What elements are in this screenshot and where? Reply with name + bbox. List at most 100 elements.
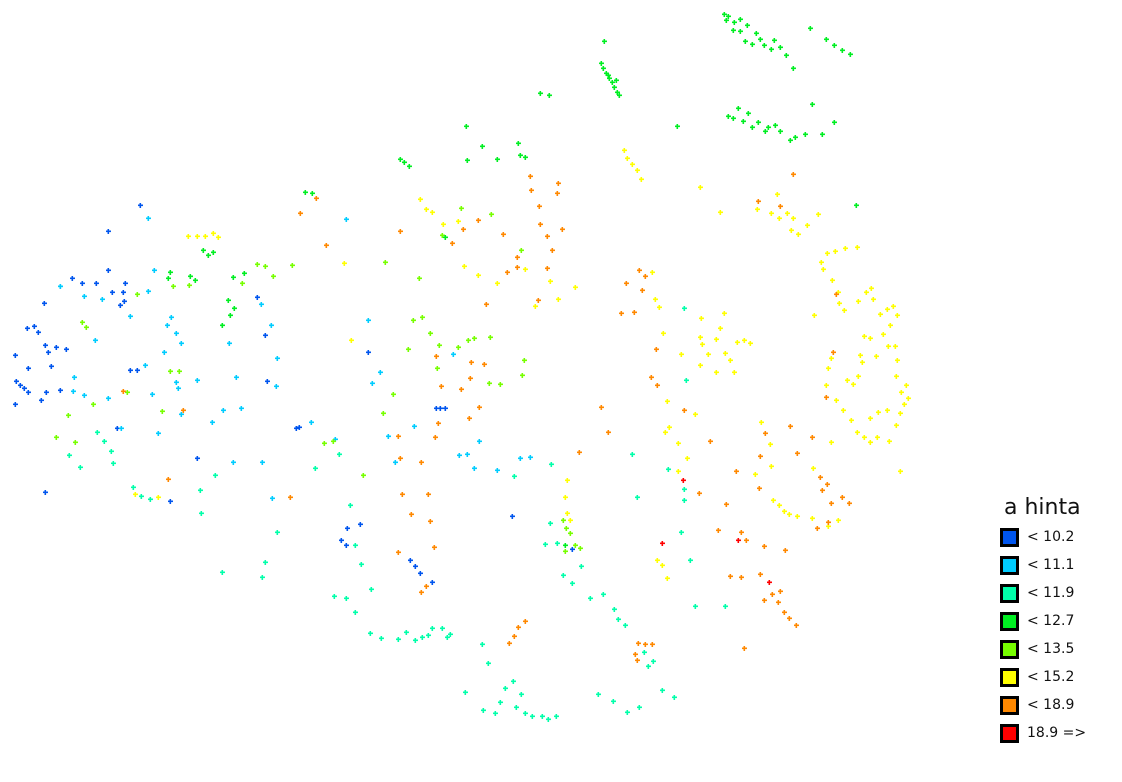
- point-marker: [378, 370, 383, 375]
- point-marker: [637, 705, 642, 710]
- legend-swatch: [1000, 611, 1019, 631]
- point-marker: [58, 284, 63, 289]
- point-marker: [298, 211, 303, 216]
- point-marker: [538, 222, 543, 227]
- point-marker: [649, 375, 654, 380]
- point-marker: [187, 283, 192, 288]
- point-marker: [25, 326, 30, 331]
- point-marker: [875, 435, 880, 440]
- point-marker: [791, 66, 796, 71]
- point-marker: [451, 352, 456, 357]
- point-marker: [255, 262, 260, 267]
- point-marker: [411, 318, 416, 323]
- point-marker: [876, 410, 881, 415]
- point-marker: [698, 185, 703, 190]
- point-marker: [782, 509, 787, 514]
- point-marker: [758, 572, 763, 577]
- point-marker: [486, 661, 491, 666]
- point-marker: [636, 641, 641, 646]
- point-marker: [777, 216, 782, 221]
- point-marker: [758, 37, 763, 42]
- point-marker: [168, 369, 173, 374]
- point-marker: [366, 318, 371, 323]
- point-marker: [820, 132, 825, 137]
- point-marker: [503, 686, 508, 691]
- point-marker: [679, 530, 684, 535]
- point-marker: [639, 177, 644, 182]
- point-marker: [614, 78, 619, 83]
- point-marker: [381, 411, 386, 416]
- point-marker: [419, 460, 424, 465]
- point-marker: [523, 619, 528, 624]
- point-marker: [843, 246, 848, 251]
- point-marker: [657, 305, 662, 310]
- point-marker: [437, 343, 442, 348]
- point-marker: [899, 390, 904, 395]
- point-marker: [902, 402, 907, 407]
- point-marker: [466, 338, 471, 343]
- point-marker: [398, 157, 403, 162]
- point-marker: [493, 711, 498, 716]
- point-marker: [484, 302, 489, 307]
- point-marker: [871, 297, 876, 302]
- point-marker: [736, 538, 741, 543]
- point-marker: [855, 245, 860, 250]
- point-marker: [891, 304, 896, 309]
- point-marker: [681, 478, 686, 483]
- point-marker: [138, 203, 143, 208]
- point-marker: [211, 250, 216, 255]
- point-marker: [617, 93, 622, 98]
- point-marker: [216, 235, 221, 240]
- legend-title: a hinta: [1004, 495, 1081, 520]
- point-marker: [80, 320, 85, 325]
- point-marker: [435, 366, 440, 371]
- point-marker: [13, 353, 18, 358]
- point-marker: [84, 325, 89, 330]
- point-marker: [563, 549, 568, 554]
- legend-label: 18.9 =>: [1027, 725, 1087, 741]
- point-marker: [349, 338, 354, 343]
- point-marker: [758, 454, 763, 459]
- point-marker: [878, 312, 883, 317]
- point-marker: [361, 473, 366, 478]
- point-marker: [651, 659, 656, 664]
- point-marker: [836, 518, 841, 523]
- legend-swatch: [1000, 639, 1019, 659]
- point-marker: [795, 451, 800, 456]
- point-marker: [698, 363, 703, 368]
- point-marker: [739, 530, 744, 535]
- point-marker: [430, 210, 435, 215]
- point-marker: [102, 439, 107, 444]
- point-marker: [523, 155, 528, 160]
- point-marker: [742, 646, 747, 651]
- point-marker: [303, 190, 308, 195]
- point-marker: [456, 345, 461, 350]
- point-marker: [778, 204, 783, 209]
- point-marker: [849, 418, 854, 423]
- point-marker: [106, 396, 111, 401]
- point-marker: [407, 164, 412, 169]
- point-marker: [640, 288, 645, 293]
- point-marker: [573, 543, 578, 548]
- legend-item: 18.9 =>: [1000, 719, 1118, 747]
- point-marker: [722, 12, 727, 17]
- point-marker: [726, 14, 731, 19]
- point-marker: [162, 350, 167, 355]
- point-marker: [480, 642, 485, 647]
- point-marker: [829, 501, 834, 506]
- point-marker: [260, 575, 265, 580]
- point-marker: [418, 571, 423, 576]
- point-marker: [742, 338, 747, 343]
- point-marker: [773, 123, 778, 128]
- point-marker: [718, 210, 723, 215]
- point-marker: [118, 303, 123, 308]
- point-marker: [393, 460, 398, 465]
- point-marker: [767, 580, 772, 585]
- point-marker: [156, 495, 161, 500]
- point-marker: [667, 425, 672, 430]
- point-marker: [778, 45, 783, 50]
- point-marker: [530, 714, 535, 719]
- point-marker: [432, 545, 437, 550]
- point-marker: [763, 431, 768, 436]
- point-marker: [94, 281, 99, 286]
